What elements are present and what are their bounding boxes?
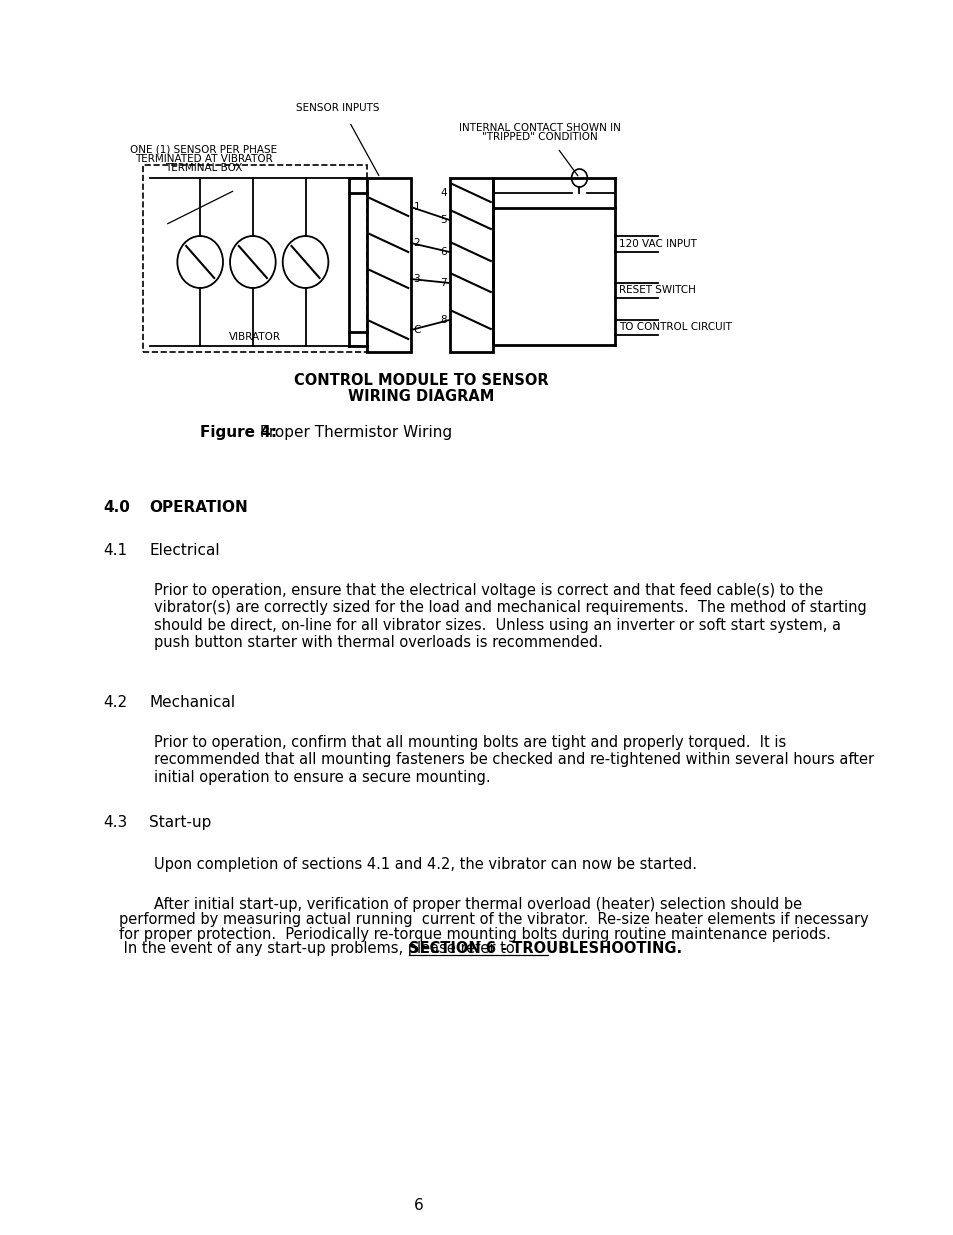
Circle shape xyxy=(571,169,587,186)
Text: 7: 7 xyxy=(439,278,446,288)
Text: RESET SWITCH: RESET SWITCH xyxy=(618,285,695,295)
Text: After initial start-up, verification of proper thermal overload (heater) selecti: After initial start-up, verification of … xyxy=(153,897,801,911)
Text: In the event of any start-up problems, please refer to: In the event of any start-up problems, p… xyxy=(119,941,519,956)
Text: Prior to operation, confirm that all mounting bolts are tight and properly torqu: Prior to operation, confirm that all mou… xyxy=(153,735,873,784)
Text: 3: 3 xyxy=(413,274,419,284)
Text: TERMINAL BOX: TERMINAL BOX xyxy=(165,163,242,173)
Text: C: C xyxy=(413,325,420,335)
Text: Electrical: Electrical xyxy=(149,543,219,558)
Text: for proper protection.  Periodically re-torque mounting bolts during routine mai: for proper protection. Periodically re-t… xyxy=(119,926,830,941)
Text: 6: 6 xyxy=(439,247,446,257)
Bar xyxy=(367,178,411,352)
Text: SECTION 6 - TROUBLESHOOTING.: SECTION 6 - TROUBLESHOOTING. xyxy=(408,941,681,956)
Text: Prior to operation, ensure that the electrical voltage is correct and that feed : Prior to operation, ensure that the elec… xyxy=(153,583,865,650)
Text: OPERATION: OPERATION xyxy=(149,500,248,515)
Text: Proper Thermistor Wiring: Proper Thermistor Wiring xyxy=(254,425,452,440)
Bar xyxy=(143,165,367,352)
Text: Start-up: Start-up xyxy=(149,815,212,830)
Text: 6: 6 xyxy=(414,1198,423,1213)
Text: Figure 4:: Figure 4: xyxy=(200,425,277,440)
Text: "TRIPPED" CONDITION: "TRIPPED" CONDITION xyxy=(481,132,598,142)
Text: CONTROL MODULE TO SENSOR: CONTROL MODULE TO SENSOR xyxy=(294,373,548,388)
Text: VIBRATOR: VIBRATOR xyxy=(229,332,281,342)
Text: 1: 1 xyxy=(413,203,419,212)
Text: Mechanical: Mechanical xyxy=(149,695,235,710)
Text: SENSOR INPUTS: SENSOR INPUTS xyxy=(296,103,379,112)
Text: 120 VAC INPUT: 120 VAC INPUT xyxy=(618,240,696,249)
Text: 8: 8 xyxy=(439,315,446,325)
Bar xyxy=(449,178,493,352)
Text: ONE (1) SENSOR PER PHASE: ONE (1) SENSOR PER PHASE xyxy=(130,144,277,156)
Text: TO CONTROL CIRCUIT: TO CONTROL CIRCUIT xyxy=(618,322,731,332)
Text: 4.3: 4.3 xyxy=(104,815,128,830)
Text: 4.2: 4.2 xyxy=(104,695,128,710)
Text: Upon completion of sections 4.1 and 4.2, the vibrator can now be started.: Upon completion of sections 4.1 and 4.2,… xyxy=(153,857,696,872)
Text: 4: 4 xyxy=(439,188,446,198)
Text: 5: 5 xyxy=(439,215,446,225)
Text: 4.0: 4.0 xyxy=(104,500,131,515)
Text: WIRING DIAGRAM: WIRING DIAGRAM xyxy=(348,389,494,404)
Text: 2: 2 xyxy=(413,238,419,248)
Text: performed by measuring actual running  current of the vibrator.  Re-size heater : performed by measuring actual running cu… xyxy=(119,911,868,926)
Text: 4.1: 4.1 xyxy=(104,543,128,558)
Text: INTERNAL CONTACT SHOWN IN: INTERNAL CONTACT SHOWN IN xyxy=(458,124,620,133)
Text: TERMINATED AT VIBRATOR: TERMINATED AT VIBRATOR xyxy=(134,154,273,164)
